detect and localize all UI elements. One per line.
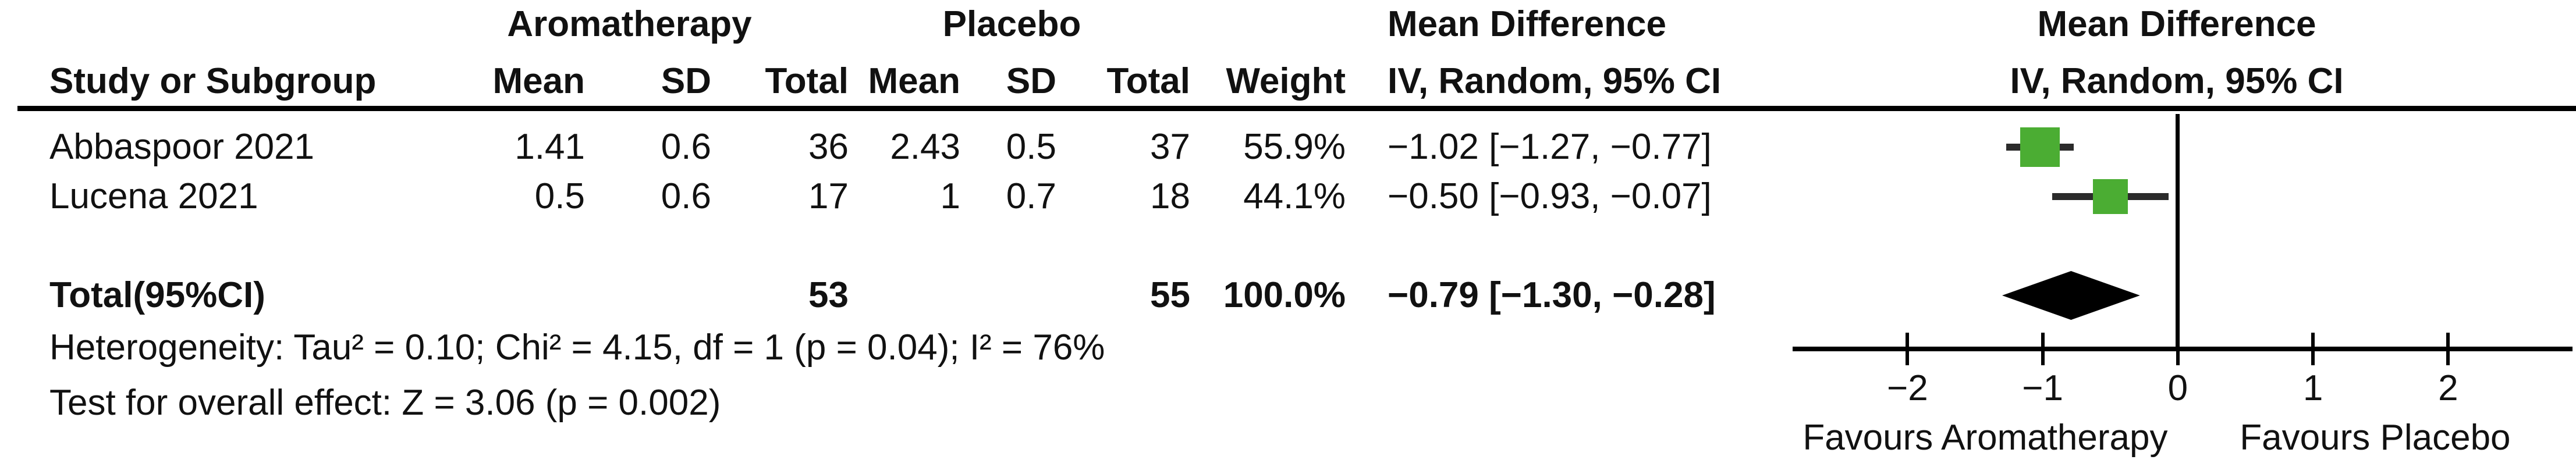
x-axis-line xyxy=(1793,347,2573,351)
axis-tick-label: 2 xyxy=(2438,368,2458,408)
treatment-sd-value: 0.6 xyxy=(661,176,711,216)
total-row-label: Total(95%CI) xyxy=(49,275,265,315)
treatment-mean-value: 1.41 xyxy=(515,127,585,167)
col-header-treatment-sd: SD xyxy=(661,61,711,101)
axis-tick xyxy=(1906,333,1910,365)
total-ci-text-value: −0.79 [−1.30, −0.28] xyxy=(1388,275,1716,315)
group-header-mean-difference-plot: Mean Difference xyxy=(2037,4,2316,44)
axis-tick-label: 1 xyxy=(2302,368,2323,408)
point-estimate-square xyxy=(2020,127,2060,167)
overall-effect-stats: Test for overall effect: Z = 3.06 (p = 0… xyxy=(49,383,721,423)
weight-value: 44.1% xyxy=(1243,176,1346,216)
group-header-aromatherapy: Aromatherapy xyxy=(507,4,752,44)
ci-text-value: −1.02 [−1.27, −0.77] xyxy=(1388,127,1712,167)
col-header-study: Study or Subgroup xyxy=(49,61,377,101)
zero-effect-line xyxy=(2176,114,2180,349)
axis-tick xyxy=(2176,333,2180,365)
control-sd-value: 0.5 xyxy=(1006,127,1056,167)
control-mean-value: 2.43 xyxy=(890,127,960,167)
col-header-ci: IV, Random, 95% CI xyxy=(1388,61,1722,101)
favours-right-label: Favours Placebo xyxy=(2240,418,2511,458)
col-header-control-sd: SD xyxy=(1006,61,1056,101)
group-header-mean-difference-text: Mean Difference xyxy=(1388,4,1666,44)
treatment-total-value: 36 xyxy=(808,127,849,167)
treatment-mean-value: 0.5 xyxy=(534,176,585,216)
header-divider-line xyxy=(17,106,2576,111)
axis-tick-label: −2 xyxy=(1887,368,1928,408)
axis-tick-label: 0 xyxy=(2167,368,2188,408)
study-name: Abbaspoor 2021 xyxy=(49,127,315,167)
control-mean-value: 1 xyxy=(940,176,960,216)
heterogeneity-stats: Heterogeneity: Tau² = 0.10; Chi² = 4.15,… xyxy=(49,327,1105,368)
control-sd-value: 0.7 xyxy=(1006,176,1056,216)
control-total-value: 18 xyxy=(1150,176,1190,216)
study-name: Lucena 2021 xyxy=(49,176,258,216)
col-header-treatment-total: Total xyxy=(765,61,849,101)
col-header-control-total: Total xyxy=(1106,61,1191,101)
total-control-n: 55 xyxy=(1150,275,1190,315)
axis-tick xyxy=(2041,333,2045,365)
ci-text-value: −0.50 [−0.93, −0.07] xyxy=(1388,176,1712,216)
treatment-total-value: 17 xyxy=(808,176,849,216)
total-effect-diamond xyxy=(2002,271,2140,320)
treatment-sd-value: 0.6 xyxy=(661,127,711,167)
total-weight-value: 100.0% xyxy=(1223,275,1346,315)
point-estimate-square xyxy=(2092,179,2128,214)
axis-tick xyxy=(2446,333,2450,365)
col-header-ci-plot: IV, Random, 95% CI xyxy=(2010,61,2344,101)
total-treatment-n: 53 xyxy=(808,275,849,315)
favours-left-label: Favours Aromatherapy xyxy=(1803,418,2168,458)
col-header-treatment-mean: Mean xyxy=(492,61,585,101)
axis-tick-label: −1 xyxy=(2022,368,2063,408)
col-header-control-mean: Mean xyxy=(868,61,960,101)
group-header-placebo: Placebo xyxy=(942,4,1081,44)
control-total-value: 37 xyxy=(1150,127,1190,167)
weight-value: 55.9% xyxy=(1243,127,1346,167)
axis-tick xyxy=(2311,333,2315,365)
col-header-weight: Weight xyxy=(1226,61,1346,101)
